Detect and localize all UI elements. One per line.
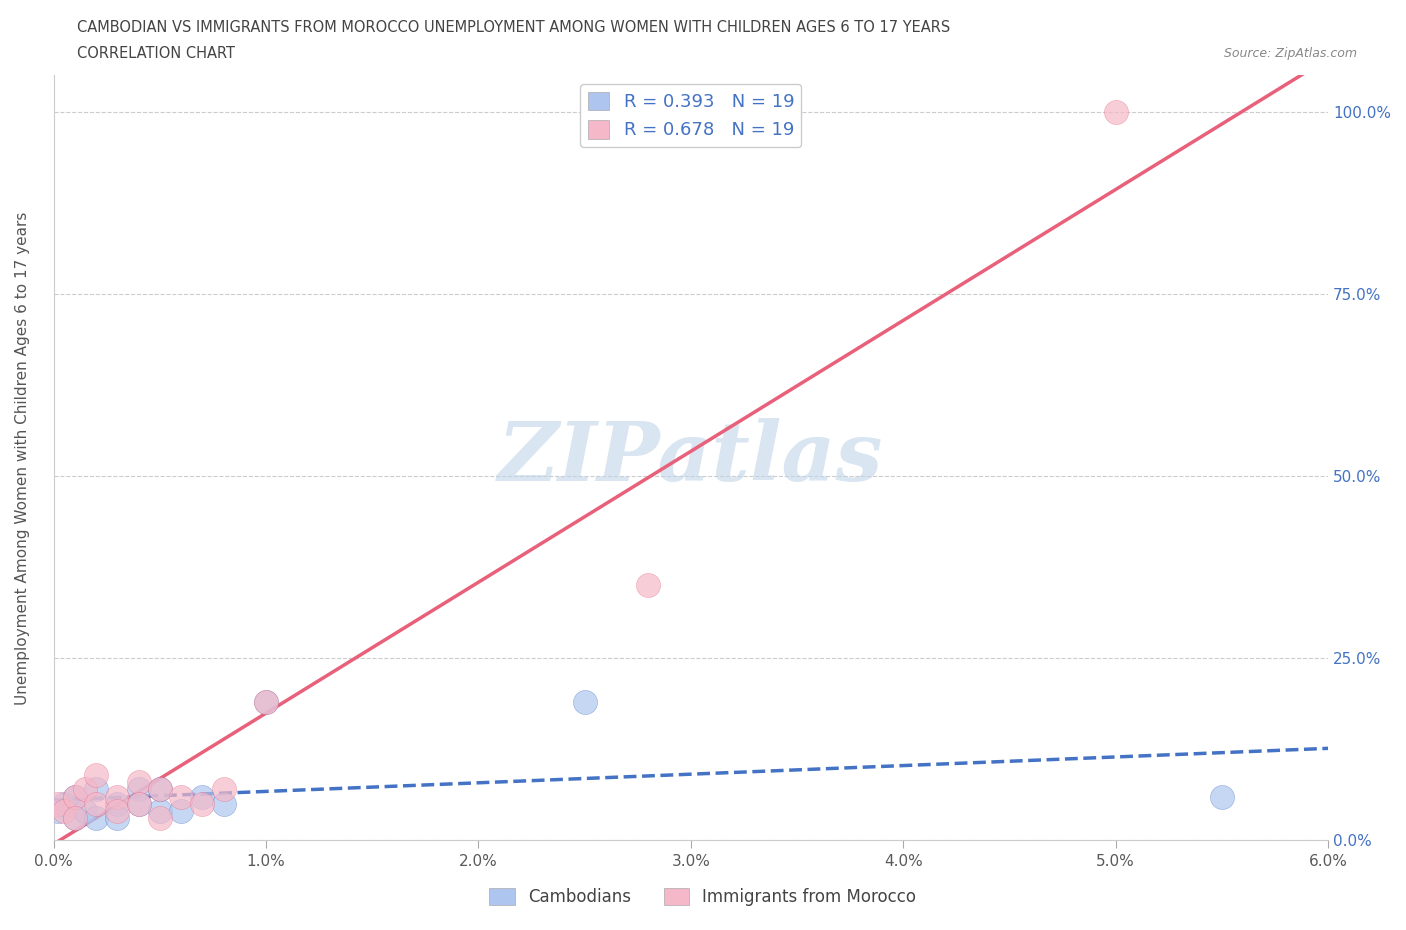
Point bbox=[105, 811, 128, 826]
Point bbox=[212, 782, 235, 797]
Text: ZIPatlas: ZIPatlas bbox=[498, 418, 883, 498]
Point bbox=[170, 790, 193, 804]
Point bbox=[149, 804, 172, 818]
Point bbox=[63, 811, 86, 826]
Point bbox=[1211, 790, 1233, 804]
Point bbox=[84, 811, 107, 826]
Point bbox=[254, 695, 277, 710]
Point bbox=[149, 782, 172, 797]
Point bbox=[63, 790, 86, 804]
Point bbox=[105, 790, 128, 804]
Text: CAMBODIAN VS IMMIGRANTS FROM MOROCCO UNEMPLOYMENT AMONG WOMEN WITH CHILDREN AGES: CAMBODIAN VS IMMIGRANTS FROM MOROCCO UNE… bbox=[77, 20, 950, 35]
Point bbox=[84, 782, 107, 797]
Point bbox=[149, 782, 172, 797]
Point bbox=[191, 790, 214, 804]
Point bbox=[63, 790, 86, 804]
Point bbox=[170, 804, 193, 818]
Point bbox=[149, 811, 172, 826]
Point bbox=[75, 804, 97, 818]
Point bbox=[254, 695, 277, 710]
Point bbox=[212, 796, 235, 811]
Legend: Cambodians, Immigrants from Morocco: Cambodians, Immigrants from Morocco bbox=[482, 881, 924, 912]
Y-axis label: Unemployment Among Women with Children Ages 6 to 17 years: Unemployment Among Women with Children A… bbox=[15, 211, 30, 705]
Point bbox=[53, 796, 76, 811]
Point bbox=[105, 804, 128, 818]
Text: CORRELATION CHART: CORRELATION CHART bbox=[77, 46, 235, 61]
Point bbox=[46, 796, 69, 811]
Point bbox=[191, 796, 214, 811]
Point bbox=[84, 796, 107, 811]
Point bbox=[63, 811, 86, 826]
Text: Source: ZipAtlas.com: Source: ZipAtlas.com bbox=[1223, 46, 1357, 60]
Point bbox=[128, 796, 150, 811]
Point bbox=[128, 796, 150, 811]
Point bbox=[84, 767, 107, 782]
Point bbox=[128, 782, 150, 797]
Point bbox=[574, 695, 596, 710]
Point bbox=[637, 578, 659, 592]
Legend: R = 0.393   N = 19, R = 0.678   N = 19: R = 0.393 N = 19, R = 0.678 N = 19 bbox=[581, 85, 801, 147]
Point bbox=[46, 804, 69, 818]
Point bbox=[53, 804, 76, 818]
Point bbox=[1105, 104, 1128, 119]
Point bbox=[128, 775, 150, 790]
Point bbox=[105, 796, 128, 811]
Point bbox=[75, 782, 97, 797]
